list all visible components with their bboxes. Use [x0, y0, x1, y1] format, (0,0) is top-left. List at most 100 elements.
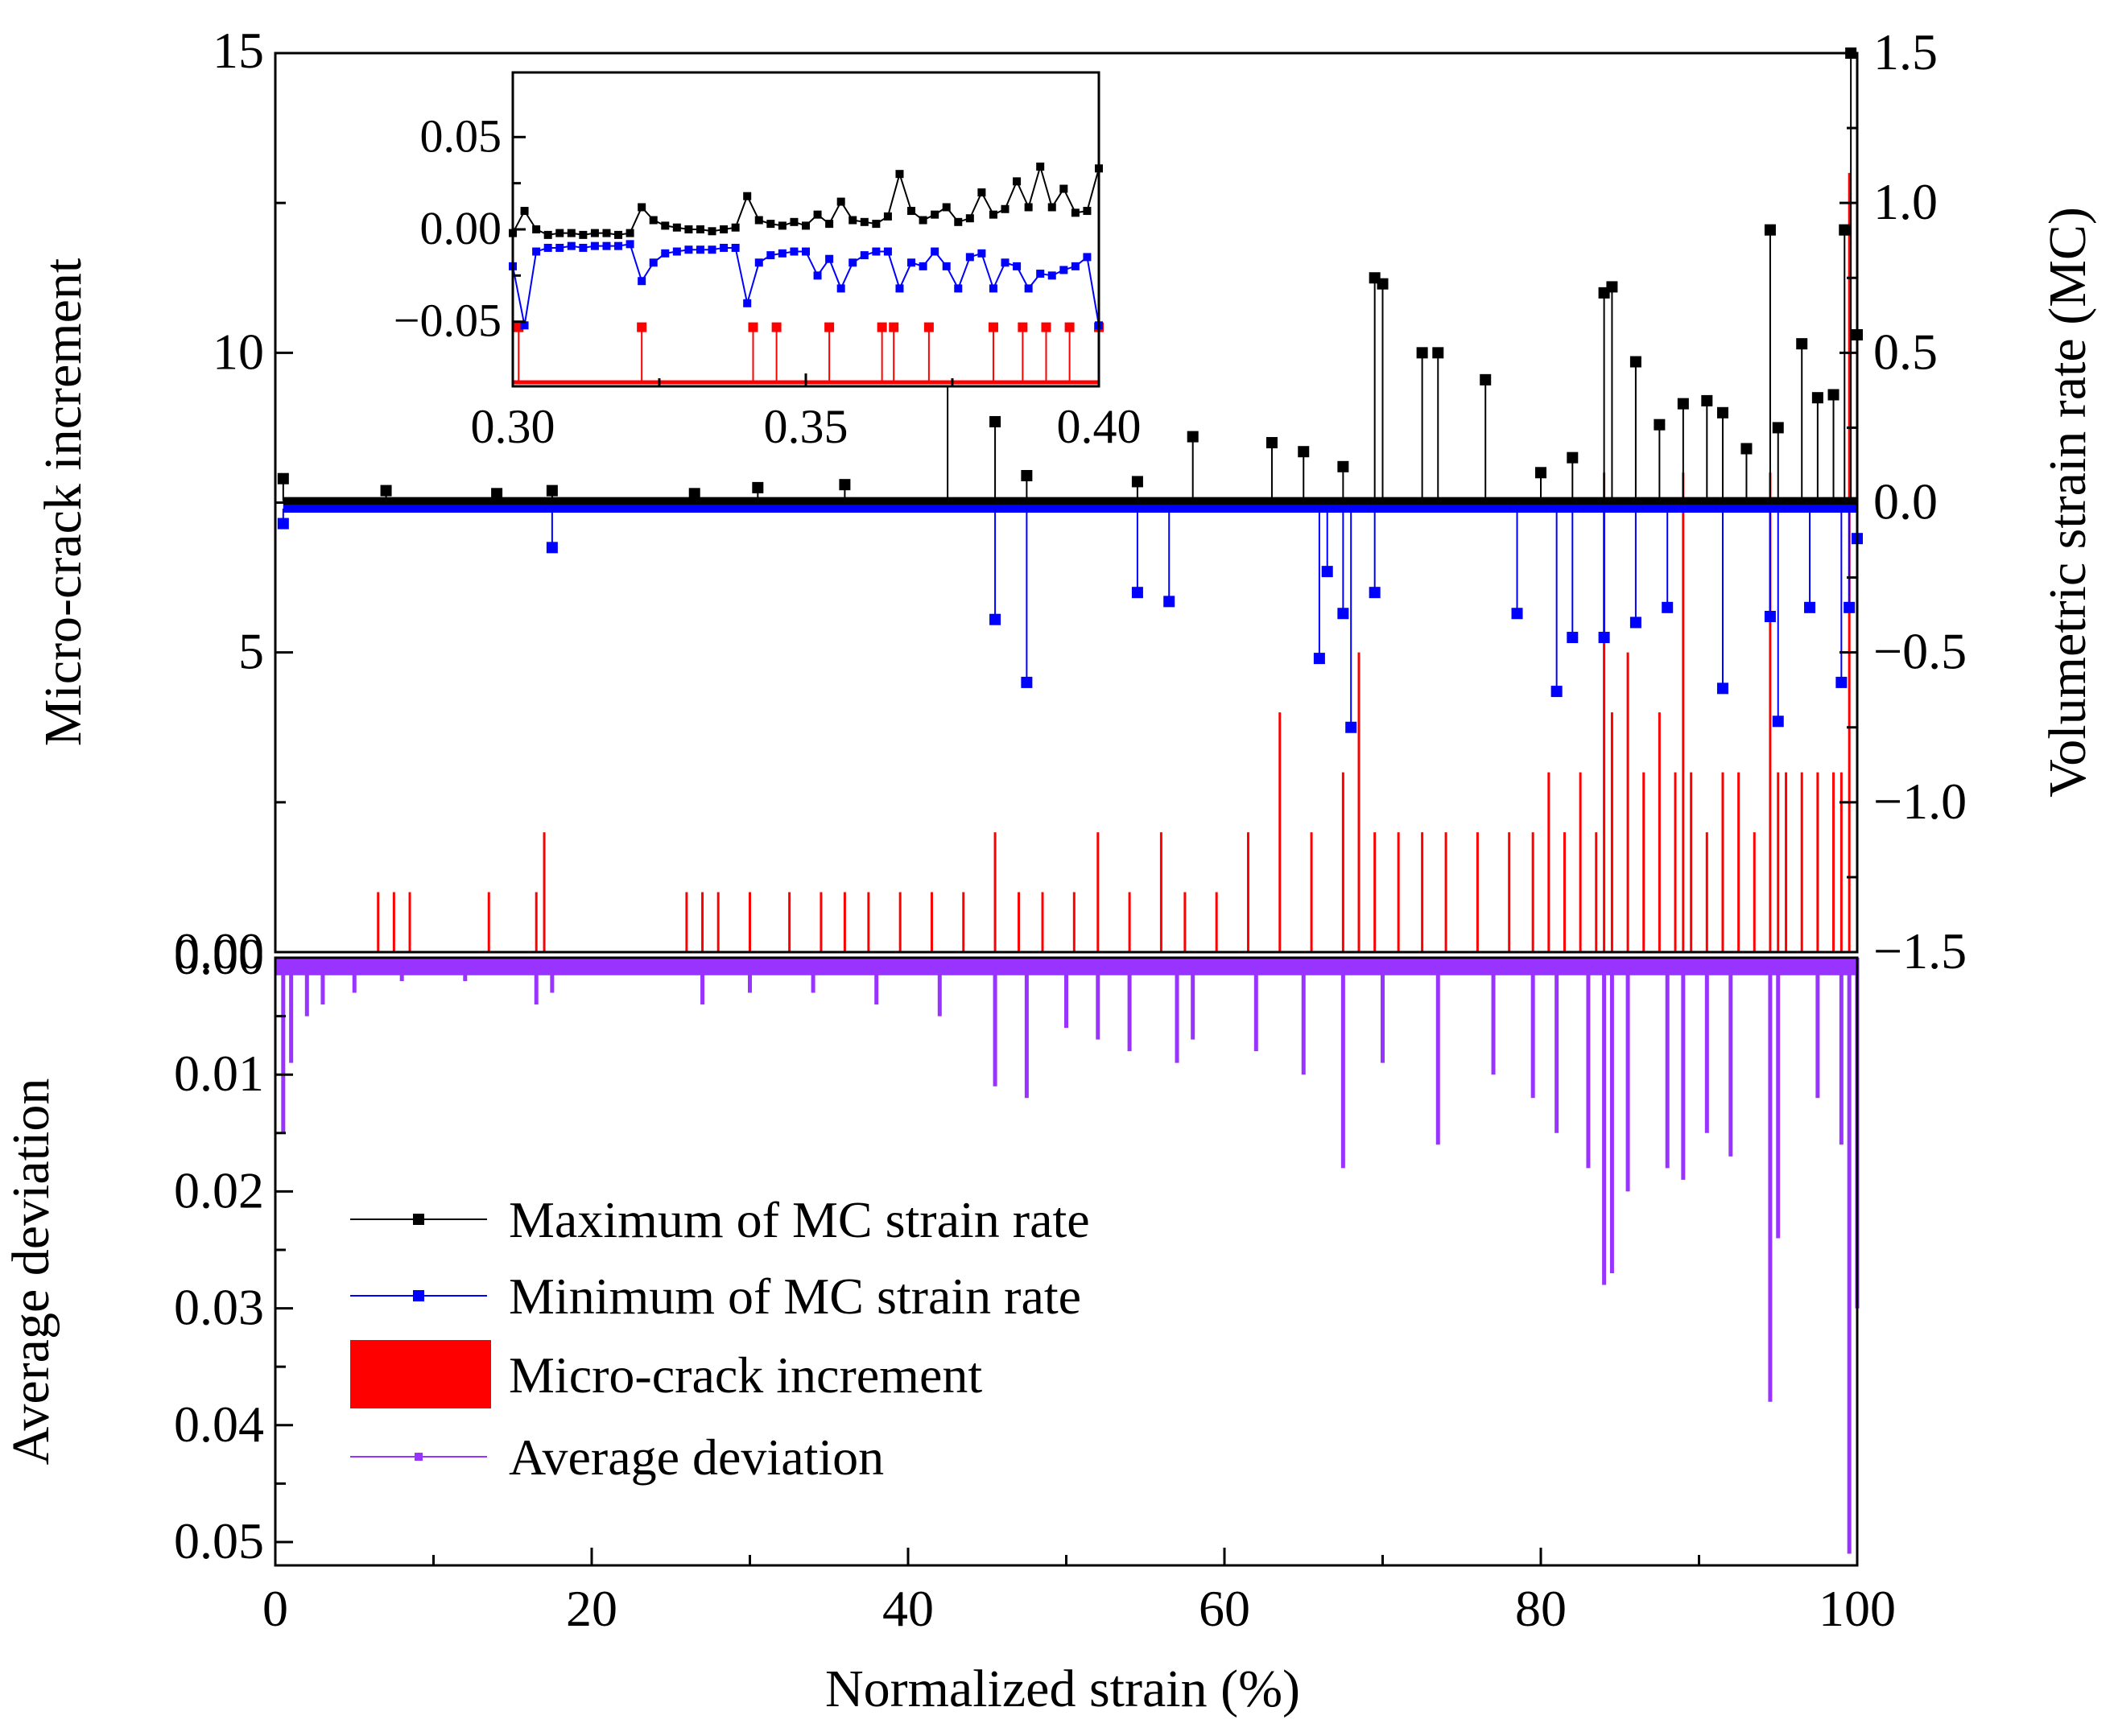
- inset-maximum-point: [532, 225, 541, 233]
- lower-tick-label: 0.03: [174, 1279, 264, 1336]
- inset-maximum-point: [649, 216, 658, 225]
- right-axis-title: Volumetric strain rate (MC): [2038, 207, 2097, 798]
- inset-minimum-point: [638, 277, 646, 286]
- inset-maximum-point: [638, 203, 646, 212]
- maximum-strain-rate-point: [1606, 281, 1618, 293]
- x-axis-ticks: 0 20 40 60 80 100: [262, 1548, 1896, 1637]
- micro-crack-bars: [377, 172, 1859, 952]
- inset-crack-point: [1018, 322, 1028, 332]
- minimum-strain-rate-point: [1131, 587, 1143, 599]
- inset-y-tick-label: 0.00: [420, 202, 502, 254]
- inset-minimum-point: [532, 247, 541, 256]
- maximum-strain-rate-point: [1827, 389, 1839, 401]
- inset-maximum-point: [883, 212, 892, 221]
- inset-minimum-point: [614, 241, 623, 250]
- inset-maximum-point: [778, 221, 787, 230]
- inset-minimum-point: [708, 245, 716, 254]
- inset-minimum-point: [602, 241, 611, 250]
- right-tick-label: −1.5: [1873, 922, 1967, 979]
- inset-crack-point: [988, 322, 998, 332]
- minimum-strain-rate-point: [1844, 601, 1856, 613]
- inset-x-tick-label: 0.40: [1057, 400, 1142, 453]
- inset-minimum-point: [1083, 253, 1092, 262]
- minimum-strain-rate-point: [1337, 608, 1349, 620]
- maximum-strain-rate-series: [277, 47, 1863, 501]
- inset-maximum-point: [1036, 163, 1045, 171]
- inset-maximum-series: [509, 163, 1103, 239]
- maximum-strain-rate-point: [688, 488, 700, 500]
- minimum-strain-rate-point: [1629, 616, 1641, 629]
- minimum-strain-rate-point: [1511, 608, 1523, 620]
- average-deviation-bars: [275, 958, 1860, 1554]
- inset-minimum-point: [543, 243, 552, 252]
- minimum-strain-rate-point: [1321, 566, 1333, 578]
- minimum-strain-rate-point: [1021, 676, 1033, 688]
- inset-maximum-point: [720, 225, 729, 233]
- minimum-strain-rate-series: [277, 508, 1863, 733]
- inset-minimum-point: [848, 258, 857, 267]
- inset-minimum-point: [579, 243, 588, 252]
- inset-crack-point: [1064, 322, 1075, 332]
- legend-marker-maximum: [413, 1214, 424, 1225]
- inset-maximum-point: [754, 216, 763, 225]
- inset-minimum-series: [509, 240, 1103, 330]
- maximum-strain-rate-point: [1480, 373, 1492, 386]
- minimum-strain-rate-point: [1567, 632, 1579, 644]
- lower-panel: 0.00 0.01 0.02 0.03 0.04 0.05 0 20 40 60 80 100 Av…: [2, 928, 1896, 1718]
- legend: Maximum of MC strain rate Minimum of MC …: [350, 1191, 1090, 1486]
- lower-zero-label: 0.00: [174, 928, 264, 985]
- inset-minimum-point: [672, 247, 681, 256]
- inset-crack-point: [748, 322, 758, 332]
- maximum-strain-rate-point: [1811, 392, 1823, 404]
- maximum-strain-rate-point: [1266, 437, 1278, 449]
- maximum-strain-rate-point: [1298, 446, 1310, 458]
- inset-minimum-point: [931, 247, 939, 256]
- inset-maximum-point: [802, 221, 810, 230]
- x-axis-title: Normalized strain (%): [825, 1660, 1300, 1718]
- legend-entry-maximum: Maximum of MC strain rate: [350, 1191, 1090, 1248]
- left-tick-label: 5: [238, 623, 264, 680]
- lower-axis-title: Average deviation: [2, 1078, 60, 1466]
- x-tick-label: 80: [1515, 1580, 1567, 1637]
- inset-minimum-point: [989, 284, 997, 293]
- inset-maximum-point: [1071, 208, 1080, 217]
- legend-label-average-deviation: Average deviation: [509, 1429, 884, 1486]
- maximum-strain-rate-point: [380, 485, 392, 497]
- legend-entry-minimum: Minimum of MC strain rate: [350, 1268, 1081, 1325]
- inset-maximum-point: [543, 230, 552, 239]
- inset-maximum-point: [590, 229, 599, 237]
- maximum-strain-rate-point: [1567, 452, 1579, 464]
- minimum-strain-rate-point: [1345, 721, 1357, 733]
- inset-maximum-point: [1047, 203, 1056, 212]
- maximum-strain-rate-point: [1677, 398, 1689, 410]
- inset-maximum-point: [848, 216, 857, 225]
- left-tick-label: 0.00: [174, 922, 264, 979]
- maximum-strain-rate-point: [1740, 443, 1753, 455]
- inset-maximum-point: [743, 192, 752, 200]
- lower-axis-ticks: 0.00 0.01 0.02 0.03 0.04 0.05: [174, 928, 293, 1569]
- maximum-strain-rate-point: [1535, 467, 1546, 479]
- x-tick-label: 20: [566, 1580, 617, 1637]
- inset-minimum-point: [1001, 258, 1010, 267]
- inset-maximum-point: [860, 217, 869, 226]
- lower-tick-label: 0.05: [174, 1512, 264, 1569]
- inset-maximum-point: [813, 210, 822, 219]
- inset-maximum-point: [790, 217, 799, 226]
- inset-maximum-point: [977, 188, 986, 197]
- legend-label-maximum: Maximum of MC strain rate: [509, 1191, 1090, 1248]
- left-tick-label: 15: [213, 22, 264, 79]
- inset-minimum-point: [590, 241, 599, 250]
- maximum-strain-rate-point: [1839, 224, 1851, 236]
- inset-minimum-point: [790, 247, 799, 256]
- inset-minimum-point: [907, 258, 916, 267]
- inset-maximum-point: [672, 223, 681, 232]
- minimum-strain-rate-point: [989, 613, 1001, 625]
- inset-minimum-point: [813, 271, 822, 280]
- inset-maximum-point: [825, 220, 834, 229]
- inset-crack-point: [824, 322, 835, 332]
- inset-minimum-point: [860, 251, 869, 260]
- minimum-strain-rate-point: [1772, 715, 1784, 728]
- inset-minimum-point: [1047, 271, 1056, 280]
- inset-maximum-point: [708, 227, 716, 236]
